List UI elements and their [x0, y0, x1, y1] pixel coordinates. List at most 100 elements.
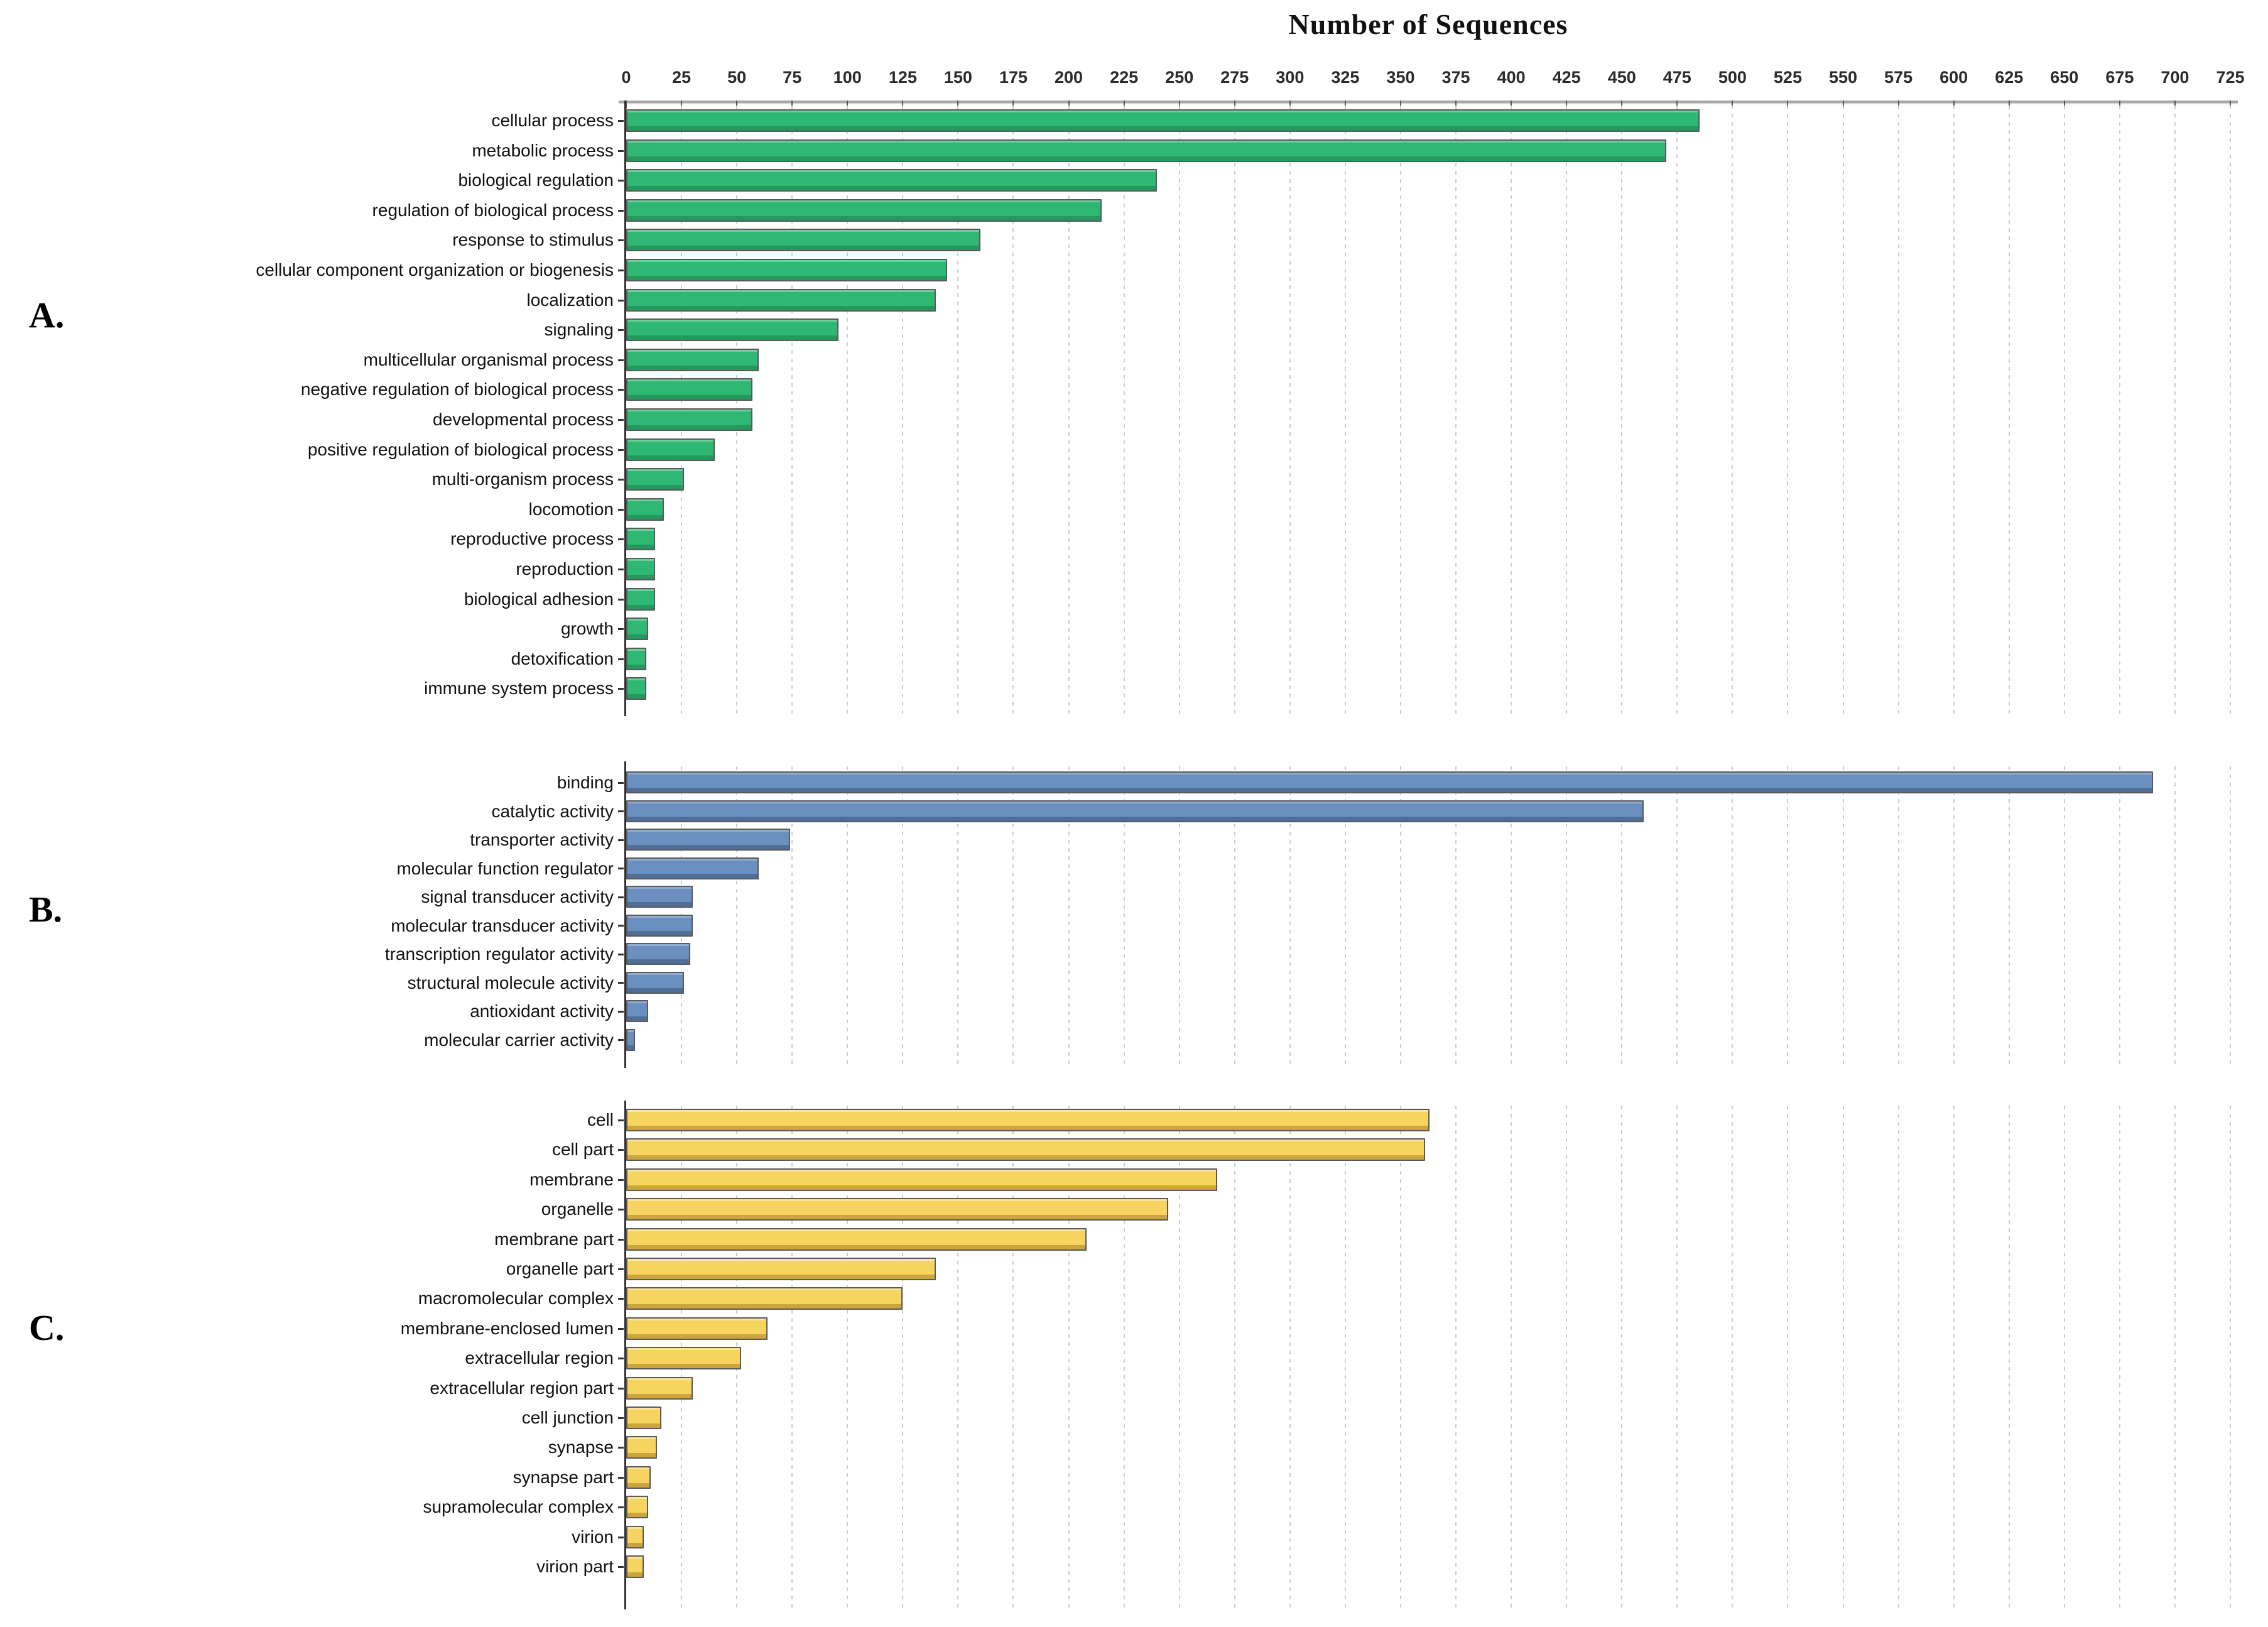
bar — [626, 169, 1158, 192]
chart-title: Number of Sequences — [1288, 8, 1568, 40]
x-axis-tick-label: 125 — [888, 68, 917, 87]
x-axis-tick-label: 225 — [1110, 68, 1139, 87]
gridline — [1399, 106, 1401, 716]
gridline — [2063, 106, 2065, 716]
x-axis-tick-label: 100 — [833, 68, 862, 87]
gridline — [1676, 766, 1678, 1068]
x-axis-tick — [1399, 101, 1401, 109]
x-axis-tick-label: 725 — [2216, 68, 2245, 87]
gridline — [1178, 106, 1180, 716]
category-label: locomotion — [528, 499, 614, 519]
gridline — [847, 1106, 849, 1609]
x-axis-tick-label: 200 — [1055, 68, 1083, 87]
x-axis-tick-label: 50 — [727, 68, 747, 87]
gridline — [847, 766, 849, 1068]
bar — [626, 558, 655, 580]
x-axis-tick — [1123, 101, 1125, 109]
x-axis-tick-label: 625 — [1995, 68, 2024, 87]
gridline — [1344, 766, 1346, 1068]
category-tick — [618, 1010, 624, 1013]
gridline — [1511, 1106, 1512, 1609]
gridline — [791, 106, 793, 716]
bar — [626, 1168, 1217, 1191]
bar — [626, 587, 655, 611]
bar — [626, 288, 936, 312]
gridline — [1344, 1106, 1346, 1609]
category-label: membrane part — [494, 1229, 614, 1249]
gridline — [957, 766, 959, 1068]
x-axis-tick-label: 575 — [1884, 68, 1913, 87]
gridline — [1621, 1106, 1623, 1609]
gridline — [957, 1106, 959, 1609]
gridline — [1234, 106, 1235, 716]
category-label: growth — [560, 619, 614, 639]
gridline — [1289, 766, 1291, 1068]
gridline — [1012, 766, 1014, 1068]
bar — [626, 943, 691, 965]
gridline — [1068, 106, 1070, 716]
gridline — [957, 106, 959, 716]
gridline — [847, 106, 849, 716]
category-label: metabolic process — [472, 140, 614, 160]
x-axis-tick-label: 25 — [672, 68, 692, 87]
gridline — [2008, 106, 2010, 716]
gridline — [1289, 1106, 1291, 1609]
category-label: signal transducer activity — [421, 887, 614, 906]
category-tick — [618, 1387, 624, 1390]
gridline — [1455, 1106, 1457, 1609]
category-tick — [618, 359, 624, 361]
x-axis-tick — [1953, 101, 1955, 109]
bar — [626, 1466, 651, 1489]
bar — [626, 1198, 1169, 1221]
category-tick — [618, 598, 624, 601]
gridline — [902, 106, 904, 716]
category-tick — [618, 1417, 624, 1419]
bar — [626, 886, 693, 908]
category-label: binding — [556, 773, 614, 792]
bar — [626, 857, 759, 879]
category-label: reproductive process — [450, 529, 614, 549]
gridline — [2008, 1106, 2010, 1609]
category-label: response to stimulus — [452, 230, 614, 250]
category-tick — [618, 925, 624, 927]
x-axis-tick-label: 375 — [1441, 68, 1470, 87]
x-axis-tick-label: 700 — [2161, 68, 2189, 87]
category-label: reproduction — [516, 559, 614, 579]
gridline — [1787, 1106, 1789, 1609]
gridline — [1178, 1106, 1180, 1609]
x-axis-tick — [1897, 101, 1899, 109]
category-label: developmental process — [433, 410, 614, 429]
gridline — [1068, 766, 1070, 1068]
gridline — [2008, 766, 2010, 1068]
x-axis-tick-label: 175 — [999, 68, 1028, 87]
category-label: virion part — [536, 1557, 614, 1576]
gridline — [2119, 106, 2120, 716]
category-label: negative regulation of biological proces… — [300, 379, 614, 400]
bar — [626, 348, 759, 371]
x-axis-tick-label: 425 — [1552, 68, 1581, 87]
gridline — [1842, 1106, 1844, 1609]
gridline — [1732, 106, 1734, 716]
bar — [626, 1496, 649, 1519]
bar — [626, 1227, 1087, 1251]
category-label: signaling — [544, 320, 614, 340]
gridline — [1621, 766, 1623, 1068]
gridline — [2230, 106, 2231, 716]
gridline — [1842, 106, 1844, 716]
gridline — [1842, 766, 1844, 1068]
x-axis-tick-label: 550 — [1828, 68, 1858, 87]
x-axis-tick-label: 350 — [1386, 68, 1415, 87]
bar — [626, 378, 752, 401]
gridline — [1012, 106, 1014, 716]
gridline — [1068, 1106, 1070, 1609]
bar — [626, 1347, 742, 1370]
gridline — [791, 1106, 793, 1609]
x-axis-line — [619, 101, 2238, 104]
panel-letter-b: B. — [29, 889, 63, 930]
bar — [626, 498, 664, 521]
bar — [626, 259, 947, 281]
bar — [626, 1028, 636, 1051]
category-tick — [618, 1268, 624, 1270]
gridline — [2119, 1106, 2120, 1609]
x-axis-tick — [2119, 101, 2120, 109]
